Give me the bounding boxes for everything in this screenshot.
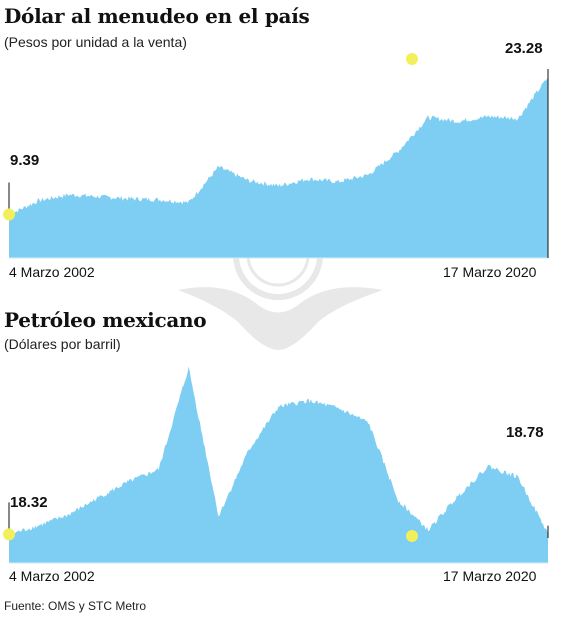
chart1-subtitle: (Pesos por unidad a la venta) [4, 34, 187, 50]
chart2-start-value-label: 18.32 [10, 494, 48, 511]
chart2-subtitle: (Dólares por barril) [4, 336, 121, 352]
chart1-end-value-label: 23.28 [505, 40, 543, 57]
chart2-start-highlight-dot [3, 528, 15, 541]
source-footnote: Fuente: OMS y STC Metro [4, 599, 147, 613]
chart2-area-series [9, 366, 548, 563]
chart1-start-highlight-dot [3, 208, 15, 221]
chart2-x-start-label: 4 Marzo 2002 [9, 568, 95, 584]
chart2-end-value-label: 18.78 [506, 424, 544, 441]
chart1-start-value-label: 9.39 [10, 152, 40, 169]
chart1-x-start-label: 4 Marzo 2002 [9, 264, 95, 280]
chart2-x-end-label: 17 Marzo 2020 [443, 568, 537, 584]
chart1-title: Dólar al menudeo en el país [4, 4, 310, 28]
chart2-title: Petróleo mexicano [4, 308, 207, 332]
chart1-x-end-label: 17 Marzo 2020 [443, 264, 537, 280]
chart2-low-highlight-dot [406, 530, 418, 542]
chart1-area-series [9, 77, 548, 258]
chart1-highlight-dot [406, 53, 418, 65]
